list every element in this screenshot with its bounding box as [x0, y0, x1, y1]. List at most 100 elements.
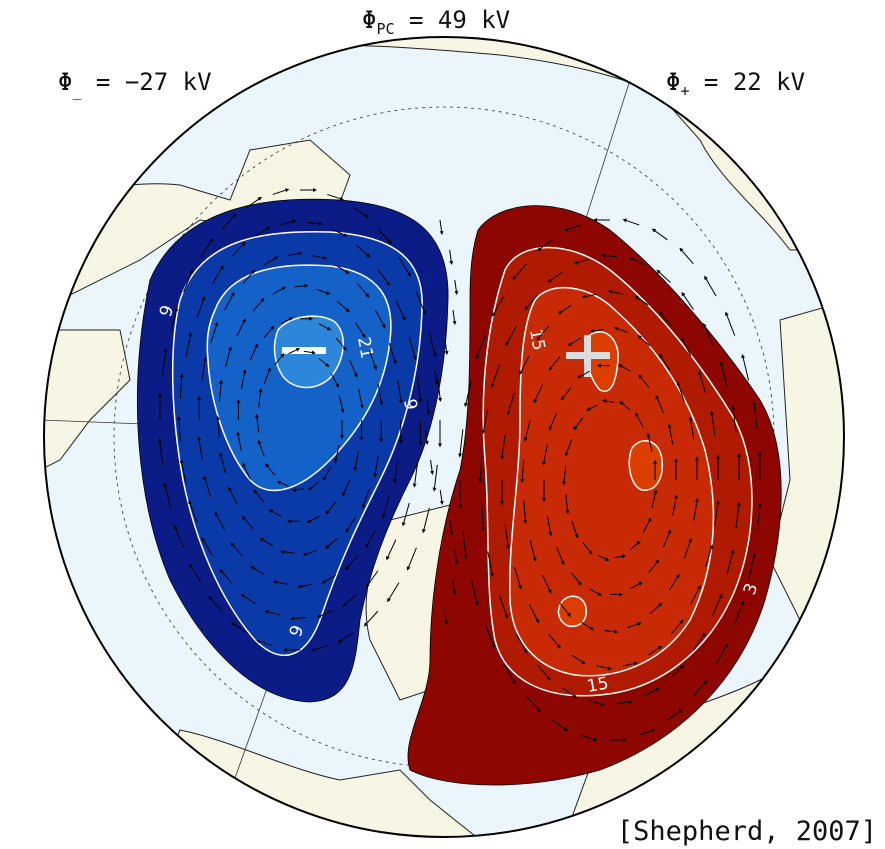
dusk-vector-19	[342, 479, 351, 497]
phi-pc-value: = 49 kV	[394, 6, 511, 34]
polar-cap-vector-11	[454, 549, 459, 565]
dusk-vector-35	[349, 360, 358, 378]
dawn-vector-90	[693, 632, 706, 651]
dawn-vector-70	[528, 603, 539, 624]
dawn-vector-44	[580, 621, 595, 631]
dawn-vector-76	[519, 355, 530, 375]
dawn-vector-13	[602, 399, 615, 404]
dusk-vector-61	[392, 459, 399, 484]
phi-minus-symbol: Φ	[58, 68, 73, 96]
dawn-vector-69	[548, 633, 561, 649]
dawn-vector-5	[597, 554, 610, 561]
pos-contour-core-south	[557, 595, 587, 628]
dusk-vector-7	[257, 439, 265, 457]
dawn-vector-110	[656, 269, 671, 283]
dusk-vector-50	[225, 346, 232, 367]
dusk-vector-118	[406, 547, 417, 571]
dusk-vector-130	[157, 438, 164, 465]
dusk-vector-84	[388, 342, 397, 365]
potential-maximum-marker-vertical	[584, 335, 591, 377]
dusk-vector-39	[361, 489, 370, 509]
dusk-vector-71	[203, 475, 212, 498]
dawn-vector-146	[752, 401, 758, 430]
dusk-vector-95	[240, 594, 256, 605]
flow-vectors	[157, 188, 762, 742]
dawn-vector-19	[662, 529, 672, 548]
dusk-vector-30	[263, 325, 275, 339]
dusk-vector-106	[255, 226, 271, 237]
dawn-vector-63	[690, 585, 701, 605]
dawn-vector-132	[458, 429, 464, 458]
dawn-vector-68	[571, 654, 586, 665]
dusk-vector-46	[228, 486, 238, 505]
dawn-vector-136	[512, 263, 528, 280]
dusk-vector-25	[242, 462, 251, 480]
dusk-vector-142	[377, 228, 392, 245]
dawn-vector-74	[500, 435, 506, 460]
dawn-vector-20	[648, 559, 660, 573]
dusk-vector-135	[200, 237, 213, 258]
dusk-vector-48	[216, 415, 221, 439]
dusk-vector-107	[280, 219, 297, 226]
contour-label-neg-9b: 9	[399, 397, 421, 411]
dawn-vector-91	[670, 664, 685, 678]
dawn-vector-93	[616, 700, 633, 705]
dawn-vector-36	[667, 423, 674, 445]
dusk-vector-4	[291, 487, 304, 492]
dusk-vector-103	[196, 295, 206, 319]
dawn-vector-92	[644, 687, 660, 696]
dusk-vector-53	[272, 286, 286, 295]
dusk-vector-14	[318, 357, 330, 367]
dawn-vector-140	[622, 218, 640, 226]
dawn-vector-138	[564, 224, 581, 232]
dusk-vector-16	[338, 394, 345, 414]
dawn-vector-82	[659, 311, 672, 327]
dawn-vector-33	[618, 364, 631, 372]
dusk-vector-112	[395, 300, 406, 321]
dawn-vector-96	[537, 664, 551, 681]
dusk-vector-41	[325, 538, 338, 549]
dawn-vector-6	[582, 541, 593, 555]
dusk-vector-93	[290, 616, 307, 621]
dawn-vector-39	[683, 538, 693, 559]
dusk-vector-6	[265, 463, 276, 476]
dusk-vector-29	[249, 343, 258, 361]
dusk-vector-87	[412, 462, 419, 488]
dusk-vector-96	[219, 569, 233, 585]
dawn-vector-113	[719, 361, 728, 387]
dusk-vector-31	[280, 317, 294, 325]
dawn-vector-137	[537, 239, 553, 251]
map-boundary	[43, 36, 845, 838]
dusk-vector-132	[162, 348, 168, 376]
dusk-vector-138	[272, 188, 290, 195]
dawn-vector-62	[705, 544, 714, 568]
dawn-vector-21	[630, 581, 643, 590]
dusk-vector-146	[436, 375, 443, 402]
dusk-vector-137	[246, 196, 263, 208]
dawn-vector-144	[725, 311, 736, 336]
dawn-vector-30	[560, 387, 572, 401]
dawn-vector-2	[642, 517, 652, 533]
dawn-vector-125	[552, 719, 569, 732]
dusk-vector-15	[330, 373, 340, 388]
dawn-vector-100	[481, 504, 486, 532]
dawn-vector-41	[649, 602, 663, 615]
polar-cap-vector-1	[449, 249, 454, 265]
dusk-vector-67	[272, 580, 288, 585]
dusk-vector-98	[188, 499, 198, 523]
dawn-vector-16	[646, 432, 653, 452]
polar-cap-vector-8	[430, 459, 435, 475]
dusk-vector-2	[323, 466, 332, 481]
dawn-vector-117	[748, 552, 756, 580]
dawn-vector-107	[573, 258, 590, 265]
dawn-vector-106	[547, 271, 563, 283]
dawn-vector-8	[565, 494, 570, 515]
dusk-vector-108	[306, 221, 323, 226]
dusk-vector-40	[345, 517, 356, 533]
dawn-vector-14	[619, 400, 631, 411]
dawn-vector-134	[475, 335, 486, 360]
dawn-vector-145	[741, 353, 750, 381]
dawn-vector-42	[627, 622, 642, 629]
dusk-vector-38	[373, 455, 379, 478]
dawn-vector-95	[561, 687, 578, 698]
